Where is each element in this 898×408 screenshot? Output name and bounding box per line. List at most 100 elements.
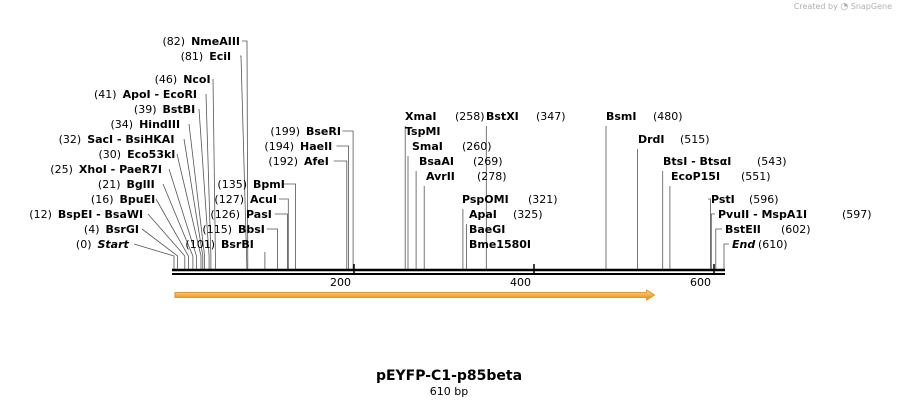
enzyme-label-smai: SmaI	[412, 140, 443, 153]
leader-end	[723, 243, 729, 269]
site-position-smai: (260)	[462, 140, 492, 153]
enzyme-label-hindiii: HindIII	[139, 118, 180, 131]
site-position-bpmi: (135)	[217, 178, 247, 191]
enzyme-label-bstbi: BstBI	[163, 103, 196, 116]
enzyme-label-btsi-bts-i: BtsI - BtsαI	[663, 155, 731, 168]
enzyme-label-end: End	[732, 238, 755, 251]
tick-label-200: 200	[330, 276, 351, 289]
enzyme-label-saci-bsihkai: SacI - BsiHKAI	[87, 133, 174, 146]
leader-bstbi	[198, 108, 210, 269]
leader-acui	[278, 198, 289, 269]
leader-bpmi	[281, 183, 296, 269]
enzyme-label-ncoi: NcoI	[183, 73, 210, 86]
site-position-ecii: (81)	[181, 50, 204, 63]
leader-bbsi	[266, 228, 278, 269]
site-position-xmai: (258)	[455, 110, 485, 123]
leader-xhoi-paer7i	[168, 168, 197, 269]
map-title-block: pEYFP-C1-p85beta 610 bp	[0, 368, 898, 399]
site-position-acui: (127)	[214, 193, 244, 206]
leader-bseri	[342, 130, 354, 269]
site-position-bsrgi: (4)	[84, 223, 100, 236]
enzyme-label-psti: PstI	[711, 193, 735, 206]
site-position-bglii: (21)	[98, 178, 121, 191]
enzyme-label-bpuei: BpuEI	[120, 193, 156, 206]
site-position-haeii: (194)	[264, 140, 294, 153]
dna-backbone	[172, 268, 725, 275]
site-position-bseri: (199)	[270, 125, 300, 138]
enzyme-label-drdi: DrdI	[638, 133, 665, 146]
enzyme-label-bstxi: BstXI	[486, 110, 519, 123]
cut-site-leaders	[133, 40, 729, 270]
enzyme-labels: NmeAIII (82) EciI (81) NcoI (46) ApoI - EcoRI (…	[29, 35, 871, 251]
enzyme-label-bme1580i: Bme1580I	[469, 238, 531, 251]
leader-apoi-ecori	[205, 93, 212, 269]
leader-pasi	[274, 213, 288, 269]
site-position-bsrbi: (101)	[185, 238, 215, 251]
enzyme-label-start: Start	[98, 238, 130, 251]
site-position-pspomi: (321)	[528, 193, 558, 206]
site-position-psti: (596)	[749, 193, 779, 206]
site-position-avrii: (278)	[477, 170, 507, 183]
enzyme-label-xhoi-paer7i: XhoI - PaeR7I	[79, 163, 162, 176]
watermark-brand: SnapGene	[850, 2, 892, 11]
site-position-bspei-bsawi: (12)	[29, 208, 52, 221]
watermark: Created by ◔ SnapGene	[794, 2, 892, 12]
site-position-apoi-ecori: (41)	[94, 88, 117, 101]
sequence-length: 610 bp	[429, 385, 469, 398]
snapgene-logo-icon: ◔	[840, 2, 849, 12]
enzyme-label-bsrbi: BsrBI	[221, 238, 254, 251]
site-position-drdi: (515)	[680, 133, 710, 146]
enzyme-label-acui: AcuI	[250, 193, 277, 206]
site-position-bbsi: (115)	[202, 223, 232, 236]
enzyme-label-avrii: AvrII	[426, 170, 455, 183]
site-position-bstxi: (347)	[536, 110, 566, 123]
enzyme-label-bbsi: BbsI	[238, 223, 265, 236]
feature-arrow-shape[interactable]	[174, 289, 656, 301]
leader-haeii	[336, 145, 350, 269]
site-position-start: (0)	[76, 238, 92, 251]
tick-label-400: 400	[510, 276, 531, 289]
leader-afei	[333, 160, 348, 269]
site-position-nmeaiii: (82)	[163, 35, 186, 48]
site-position-xhoi-paer7i: (25)	[50, 163, 73, 176]
site-position-end: (610)	[758, 238, 788, 251]
leader-saci-bsihkai	[183, 138, 204, 269]
enzyme-label-bsrgi: BsrGI	[106, 223, 139, 236]
enzyme-label-baegi: BaeGI	[469, 223, 505, 236]
leader-bpuei	[155, 198, 189, 269]
ruler-ticks: 200 400 600	[330, 264, 715, 289]
site-position-afei: (192)	[268, 155, 298, 168]
leader-bglii	[162, 183, 194, 269]
site-position-saci-bsihkai: (32)	[59, 133, 82, 146]
enzyme-label-nmeaiii: NmeAIII	[191, 35, 240, 48]
enzyme-label-bpmi: BpmI	[253, 178, 285, 191]
sequence-name: pEYFP-C1-p85beta	[375, 368, 523, 384]
enzyme-label-haeii: HaeII	[300, 140, 332, 153]
leader-psti	[708, 198, 711, 269]
site-position-bstbi: (39)	[134, 103, 157, 116]
site-position-bpuei: (16)	[91, 193, 114, 206]
site-position-eco53ki: (30)	[99, 148, 122, 161]
leader-bspei-bsawi	[147, 213, 186, 269]
enzyme-label-tspmi: TspMI	[405, 125, 441, 138]
enzyme-label-bglii: BglII	[127, 178, 155, 191]
enzyme-label-ecii: EciI	[209, 50, 231, 63]
site-position-bsmi: (480)	[653, 110, 683, 123]
site-position-btsi-bts-i: (543)	[757, 155, 787, 168]
enzyme-label-bspei-bsawi: BspEI - BsaWI	[58, 208, 143, 221]
enzyme-label-bsmi: BsmI	[606, 110, 637, 123]
leader-nmeaiii	[242, 40, 249, 270]
site-position-apai: (325)	[513, 208, 543, 221]
enzyme-label-ecop15i: EcoP15I	[671, 170, 720, 183]
watermark-prefix: Created by	[793, 2, 838, 11]
site-position-bsteii: (602)	[781, 223, 811, 236]
site-position-pvuii-mspa1i: (597)	[842, 208, 872, 221]
leader-pvuii-mspa1i	[710, 213, 715, 269]
leader-ecii	[240, 55, 248, 270]
feature-arrow[interactable]	[174, 289, 656, 301]
enzyme-label-apoi-ecori: ApoI - EcoRI	[123, 88, 197, 101]
enzyme-label-bsaai: BsaAI	[419, 155, 454, 168]
leader-ncoi	[212, 78, 216, 269]
leader-bsteii	[715, 228, 722, 269]
enzyme-label-xmai: XmaI	[405, 110, 436, 123]
